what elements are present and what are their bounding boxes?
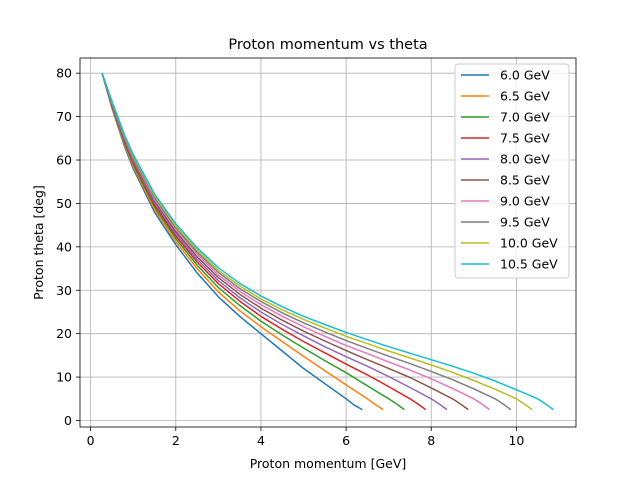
legend-label-9: 10.5 GeV [500,257,558,272]
chart-title: Proton momentum vs theta [228,37,427,53]
y-tick-label: 70 [56,109,72,124]
series-line-9 [101,72,554,411]
axis-ticks: 0 2 4 6 8 10 0 10 20 30 40 50 60 70 80 [56,66,524,448]
y-tick-label: 80 [56,66,72,81]
y-tick-label: 30 [56,283,72,298]
series-line-3 [101,72,427,411]
y-tick-label: 50 [56,196,72,211]
legend: 6.0 GeV 6.5 GeV 7.0 GeV 7.5 GeV 8.0 GeV 8.5 G… [454,63,570,279]
legend-label-6: 9.0 GeV [500,194,550,209]
x-tick-label: 10 [508,433,524,448]
y-tick-label: 60 [56,153,72,168]
legend-label-1: 6.5 GeV [500,89,550,104]
y-axis-label: Proton theta [deg] [31,185,46,300]
x-tick-label: 2 [172,433,180,448]
x-tick-label: 0 [87,433,95,448]
x-axis-label: Proton momentum [GeV] [250,456,407,471]
x-tick-label: 4 [257,433,265,448]
series-line-1 [101,72,384,411]
x-tick-label: 6 [342,433,350,448]
y-tick-label: 10 [56,370,72,385]
series-lines [101,72,554,411]
plot-frame [79,57,577,428]
y-tick-label: 40 [56,239,72,254]
series-line-7 [101,72,512,411]
x-tick-label: 8 [427,433,435,448]
legend-label-3: 7.5 GeV [500,131,550,146]
legend-label-8: 10.0 GeV [500,236,558,251]
y-tick-label: 20 [56,326,72,341]
legend-label-7: 9.5 GeV [500,215,550,230]
legend-label-2: 7.0 GeV [500,110,550,125]
y-tick-label: 0 [64,413,72,428]
legend-label-5: 8.5 GeV [500,173,550,188]
series-line-8 [101,72,533,411]
legend-label-4: 8.0 GeV [500,152,550,167]
legend-label-0: 6.0 GeV [500,68,550,83]
